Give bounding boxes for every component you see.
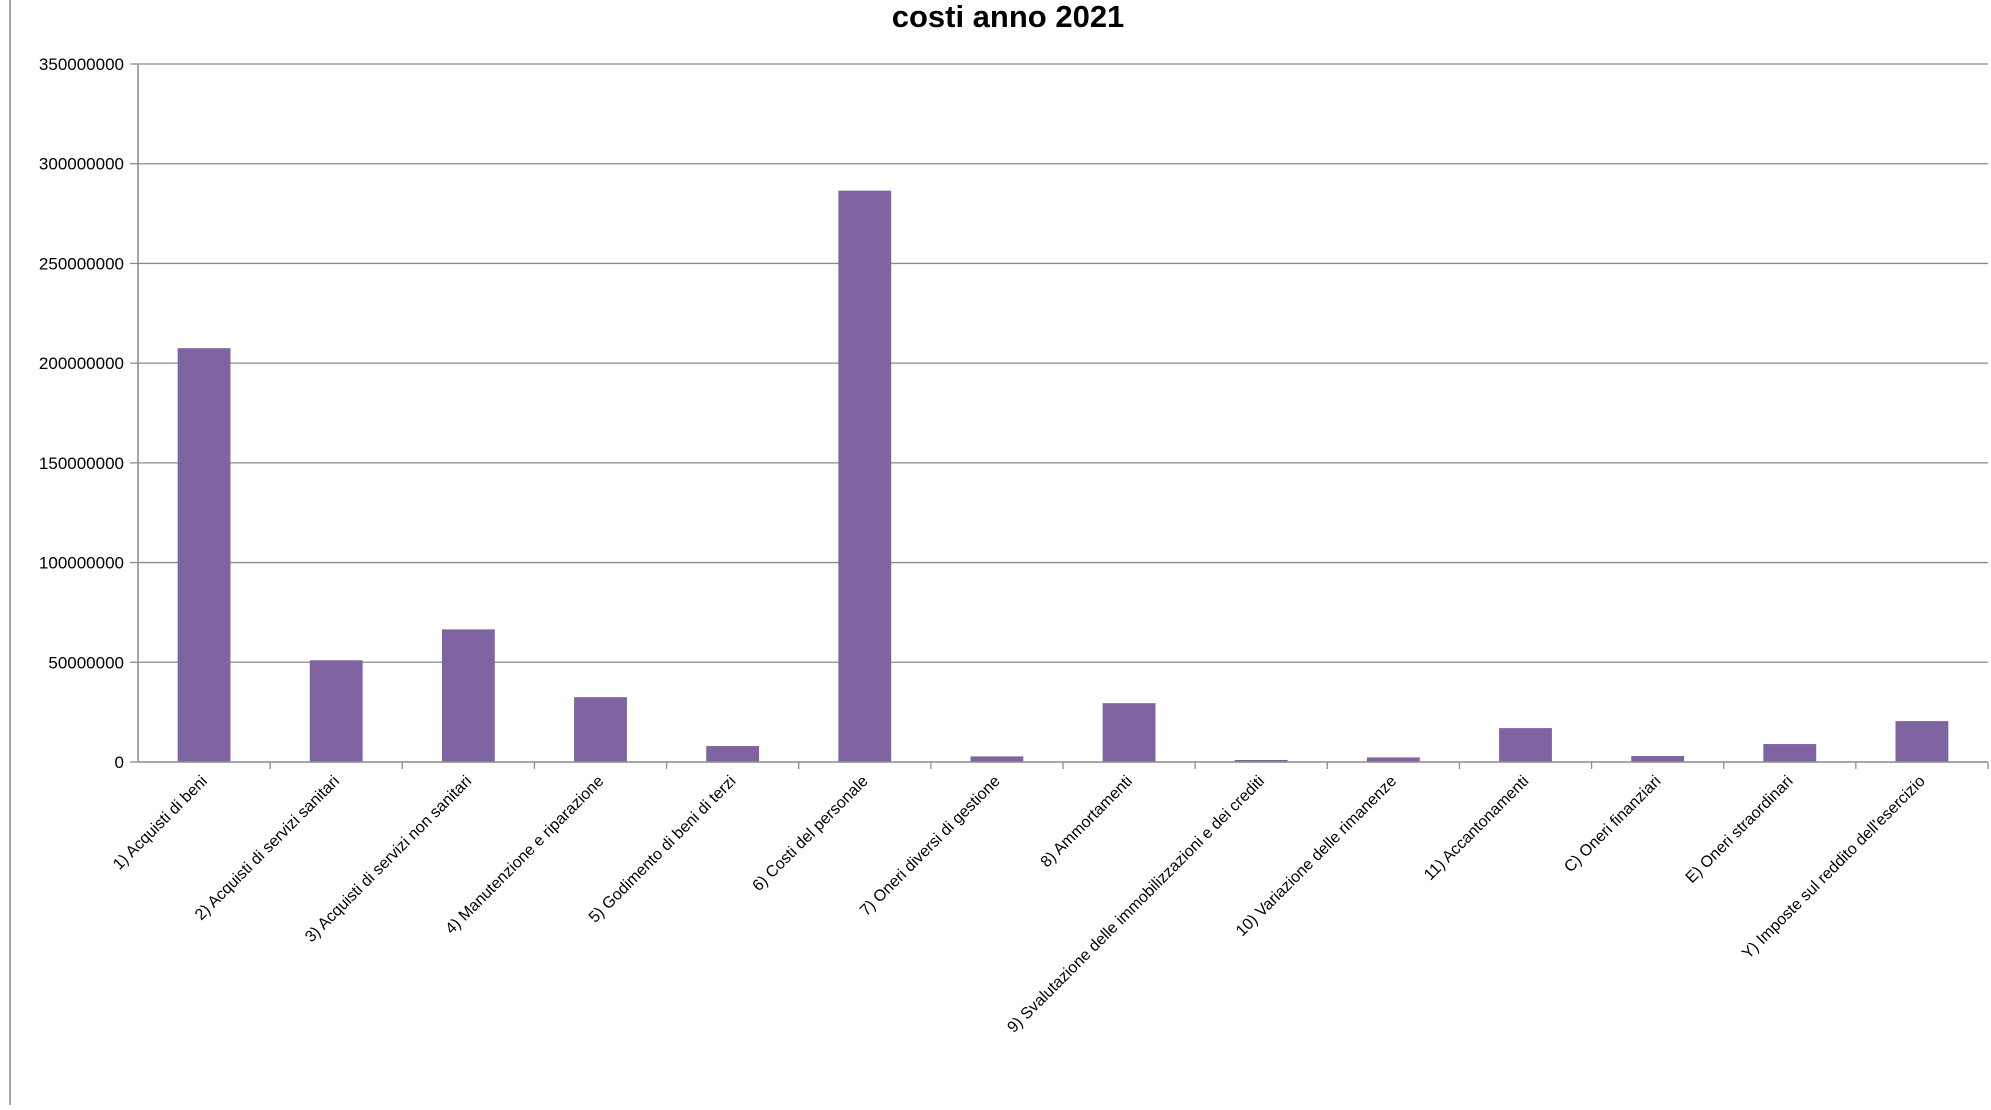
bar	[706, 746, 760, 762]
bar	[970, 756, 1024, 762]
x-tick-label: 10) Variazione delle rimanenze	[1233, 773, 1400, 940]
x-tick-label: E) Oneri straordinari	[1683, 773, 1797, 887]
bar	[1895, 721, 1949, 762]
x-tick-label: 4) Manutenzione e riparazione	[442, 773, 607, 938]
x-tick-label: C) Oneri finanziari	[1561, 773, 1664, 876]
x-tick-label: 1) Acquisti di beni	[110, 773, 211, 874]
chart-title: costi anno 2021	[892, 0, 1125, 34]
y-tick-label: 100000000	[39, 554, 124, 573]
axes	[130, 63, 1989, 769]
bar	[1234, 760, 1288, 762]
x-tick-label: 7) Oneri diversi di gestione	[857, 773, 1004, 920]
x-tick-label: 6) Costi del personale	[750, 773, 872, 895]
bar	[177, 348, 231, 762]
bar	[1102, 703, 1156, 762]
y-tick-label: 0	[115, 753, 124, 772]
y-tick-label: 350000000	[39, 55, 124, 74]
bar	[441, 629, 495, 762]
bar	[574, 697, 627, 762]
bars	[177, 190, 1949, 762]
bar	[1499, 728, 1552, 762]
y-tick-label: 50000000	[48, 653, 124, 672]
y-axis-tick-labels: 0 50000000 100000000 150000000 200000000 2500…	[39, 55, 124, 772]
y-tick-label: 300000000	[39, 155, 124, 174]
x-tick-label: 5) Godimento di beni di terzi	[586, 773, 740, 927]
bar	[1763, 744, 1817, 762]
bar	[309, 660, 363, 762]
bar	[838, 190, 892, 762]
gridlines	[138, 63, 1988, 663]
y-tick-label: 250000000	[39, 254, 124, 273]
bar	[1631, 756, 1685, 762]
x-tick-label: 8) Ammortamenti	[1038, 773, 1136, 871]
x-tick-label: 9) Svalutazione delle immobilizzazioni e…	[1004, 773, 1268, 1037]
y-tick-label: 150000000	[39, 454, 124, 473]
x-tick-label: 2) Acquisti di servizi sanitari	[192, 773, 343, 924]
bar	[1366, 757, 1420, 762]
x-tick-label: 11) Accantonamenti	[1421, 773, 1532, 884]
y-tick-label: 200000000	[39, 354, 124, 373]
